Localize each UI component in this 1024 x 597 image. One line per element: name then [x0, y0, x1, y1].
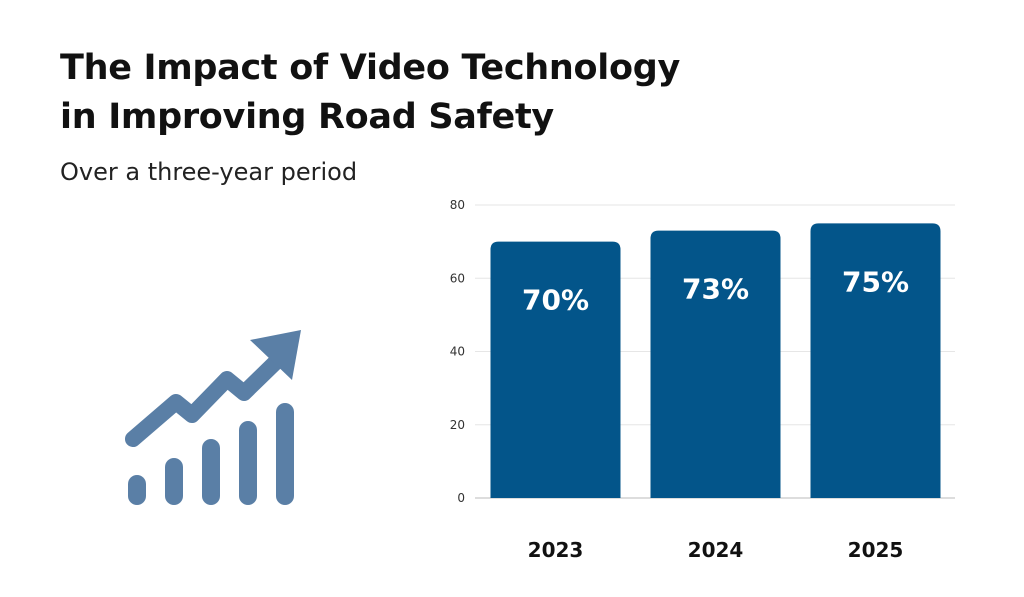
data-label-2023: 70% [522, 284, 589, 317]
growth-chart-icon [125, 330, 301, 505]
bars [490, 223, 941, 498]
data-label-2024: 73% [682, 273, 749, 306]
data-label-2025: 75% [842, 265, 909, 298]
category-labels: 2023 2024 2025 [528, 538, 904, 562]
bar-2023 [490, 241, 621, 498]
y-tick-label: 0 [457, 491, 465, 505]
icon-trend-line [125, 348, 290, 447]
title-line-1: The Impact of Video Technology [60, 48, 680, 88]
category-label-2025: 2025 [848, 538, 904, 562]
page-title: The Impact of Video Technology in Improv… [60, 44, 680, 142]
y-tick-label: 20 [450, 418, 465, 432]
y-tick-label: 40 [450, 345, 465, 359]
bar-2025 [810, 223, 941, 498]
data-labels: 70% 73% 75% [522, 265, 909, 316]
icon-arrow-head [250, 330, 301, 380]
y-axis-ticks: 0 20 40 60 80 [450, 198, 465, 505]
category-label-2024: 2024 [688, 538, 744, 562]
title-line-2: in Improving Road Safety [60, 97, 554, 137]
y-tick-label: 80 [450, 198, 465, 212]
bar-2024 [650, 230, 781, 498]
category-label-2023: 2023 [528, 538, 584, 562]
y-tick-label: 60 [450, 271, 465, 285]
subtitle: Over a three-year period [60, 158, 358, 186]
